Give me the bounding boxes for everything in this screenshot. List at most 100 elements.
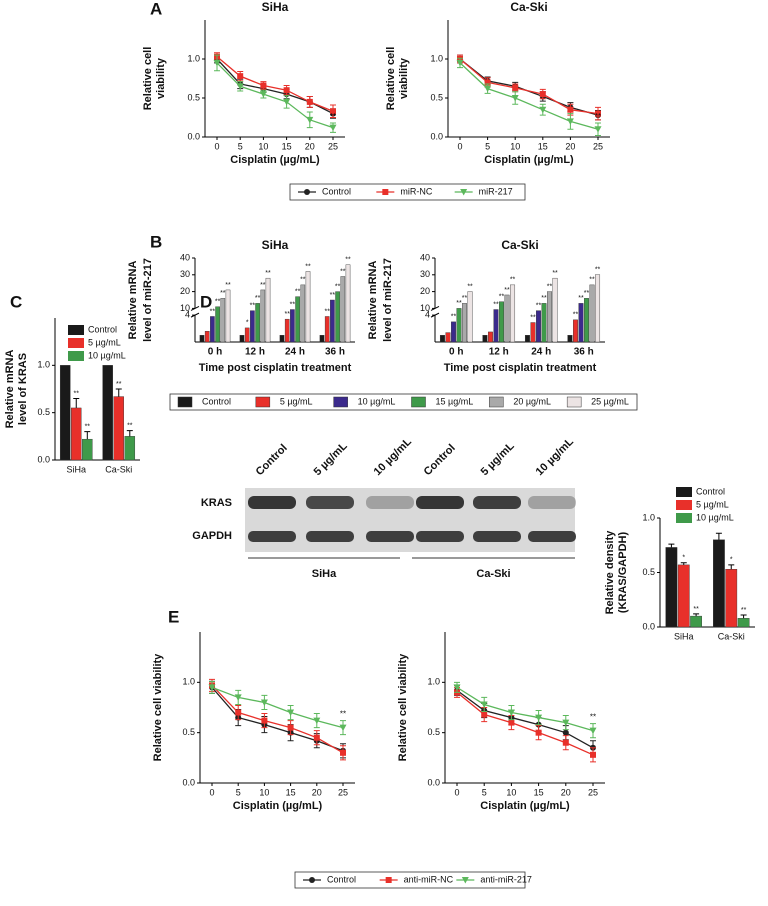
lane-label: 10 µg/mL: [372, 436, 415, 479]
bar: [530, 322, 536, 343]
error-bar: [84, 431, 91, 440]
marker: [589, 727, 597, 735]
legend-label: miR-217: [479, 186, 513, 196]
marker: [562, 739, 569, 746]
significance-label: **: [260, 282, 266, 289]
bar: [665, 547, 678, 628]
x-tick-label: 25: [593, 141, 603, 151]
bar: [335, 291, 340, 343]
bar: [677, 564, 690, 628]
x-tick-label: 10: [510, 141, 520, 151]
error-bar: [680, 562, 687, 565]
y-tick-label: 1.0: [430, 53, 443, 63]
bar: [552, 277, 558, 343]
marker: [511, 95, 519, 102]
significance-label: **: [584, 290, 590, 297]
significance-label: **: [530, 314, 536, 321]
bar: [589, 284, 595, 343]
significance-label: **: [295, 288, 301, 295]
y-tick-label: 40: [180, 252, 190, 262]
x-tick-label: 25: [328, 141, 338, 151]
y-tick-label: 0.0: [182, 777, 195, 787]
x-tick-label: 24 h: [531, 347, 551, 358]
legend-label: 10 µg/mL: [88, 350, 126, 360]
bar: [499, 301, 504, 343]
significance-label: **: [578, 295, 584, 302]
line: [211, 684, 344, 754]
significance-label: **: [741, 607, 747, 614]
significance-label: *: [682, 555, 685, 562]
line: [456, 686, 594, 732]
marker: [456, 59, 464, 67]
line: [216, 58, 334, 115]
legend-swatch: [385, 877, 392, 883]
x-tick-label: 10: [258, 141, 268, 151]
x-tick-label: 20: [561, 787, 571, 797]
legend-swatch: [68, 338, 84, 348]
bar: [319, 335, 325, 343]
x-axis-label: Cisplatin (µg/mL): [480, 800, 570, 812]
blot-band: [306, 531, 354, 542]
bar: [493, 309, 499, 343]
bar: [59, 365, 71, 461]
error-bar: [126, 430, 133, 437]
y-tick-label: 0.5: [187, 92, 200, 102]
marker: [535, 729, 542, 736]
legend-swatch: [676, 487, 692, 497]
y-tick-label: 0.0: [37, 454, 50, 464]
legend-label: 20 µg/mL: [513, 396, 551, 406]
marker: [535, 714, 543, 722]
significance-label: **: [250, 302, 256, 309]
significance-label: **: [74, 390, 80, 397]
x-tick-label: 0 h: [449, 347, 463, 358]
y-tick-label: 40: [420, 252, 430, 262]
legend-label: 5 µg/mL: [696, 499, 729, 509]
marker: [234, 694, 242, 701]
bar: [102, 365, 113, 461]
y-tick-label: 0.5: [37, 407, 50, 417]
x-tick-label: 0: [457, 141, 462, 151]
x-tick-label: 0: [209, 787, 214, 797]
marker: [594, 126, 602, 133]
marker: [484, 85, 492, 93]
marker: [306, 98, 313, 105]
legend-swatch: [566, 396, 582, 408]
marker: [512, 84, 519, 91]
legend-swatch: [411, 396, 426, 408]
bar: [295, 296, 300, 343]
marker: [261, 717, 268, 724]
significance-label: **: [590, 713, 596, 722]
y-tick-label: 0.0: [187, 131, 200, 141]
error-bar: [73, 397, 80, 408]
marker: [313, 717, 321, 725]
line: [216, 56, 334, 112]
lane-label: Control: [422, 442, 458, 478]
x-axis-label: Cisplatin (µg/mL): [484, 154, 574, 166]
legend-label: anti-miR-NC: [404, 874, 454, 884]
significance-label: **: [345, 257, 351, 264]
y-axis-label: level of miR-217: [142, 258, 154, 342]
bar: [510, 284, 516, 343]
y-axis-label: Relative mRNA: [367, 261, 379, 340]
bar: [204, 331, 210, 343]
marker: [507, 709, 515, 717]
y-tick-label: 0.0: [430, 131, 443, 141]
y-axis-label: Relative mRNA: [127, 261, 139, 340]
legend-swatch: [177, 396, 193, 408]
y-tick-label: 0.5: [427, 727, 440, 737]
marker: [259, 91, 267, 98]
significance-label: **: [462, 295, 468, 302]
y-tick-label: 4: [425, 309, 430, 319]
y-tick-label: 1.0: [182, 677, 195, 687]
bar: [255, 303, 260, 343]
marker: [481, 711, 488, 718]
x-tick-label: 0: [454, 787, 459, 797]
legend-label: Control: [696, 486, 725, 496]
significance-label: **: [467, 283, 473, 290]
blot-band: [366, 496, 414, 509]
blot-band: [248, 531, 296, 542]
x-tick-label: SiHa: [674, 631, 694, 641]
y-tick-label: 1.0: [187, 53, 200, 63]
chart-title: SiHa: [262, 0, 289, 14]
